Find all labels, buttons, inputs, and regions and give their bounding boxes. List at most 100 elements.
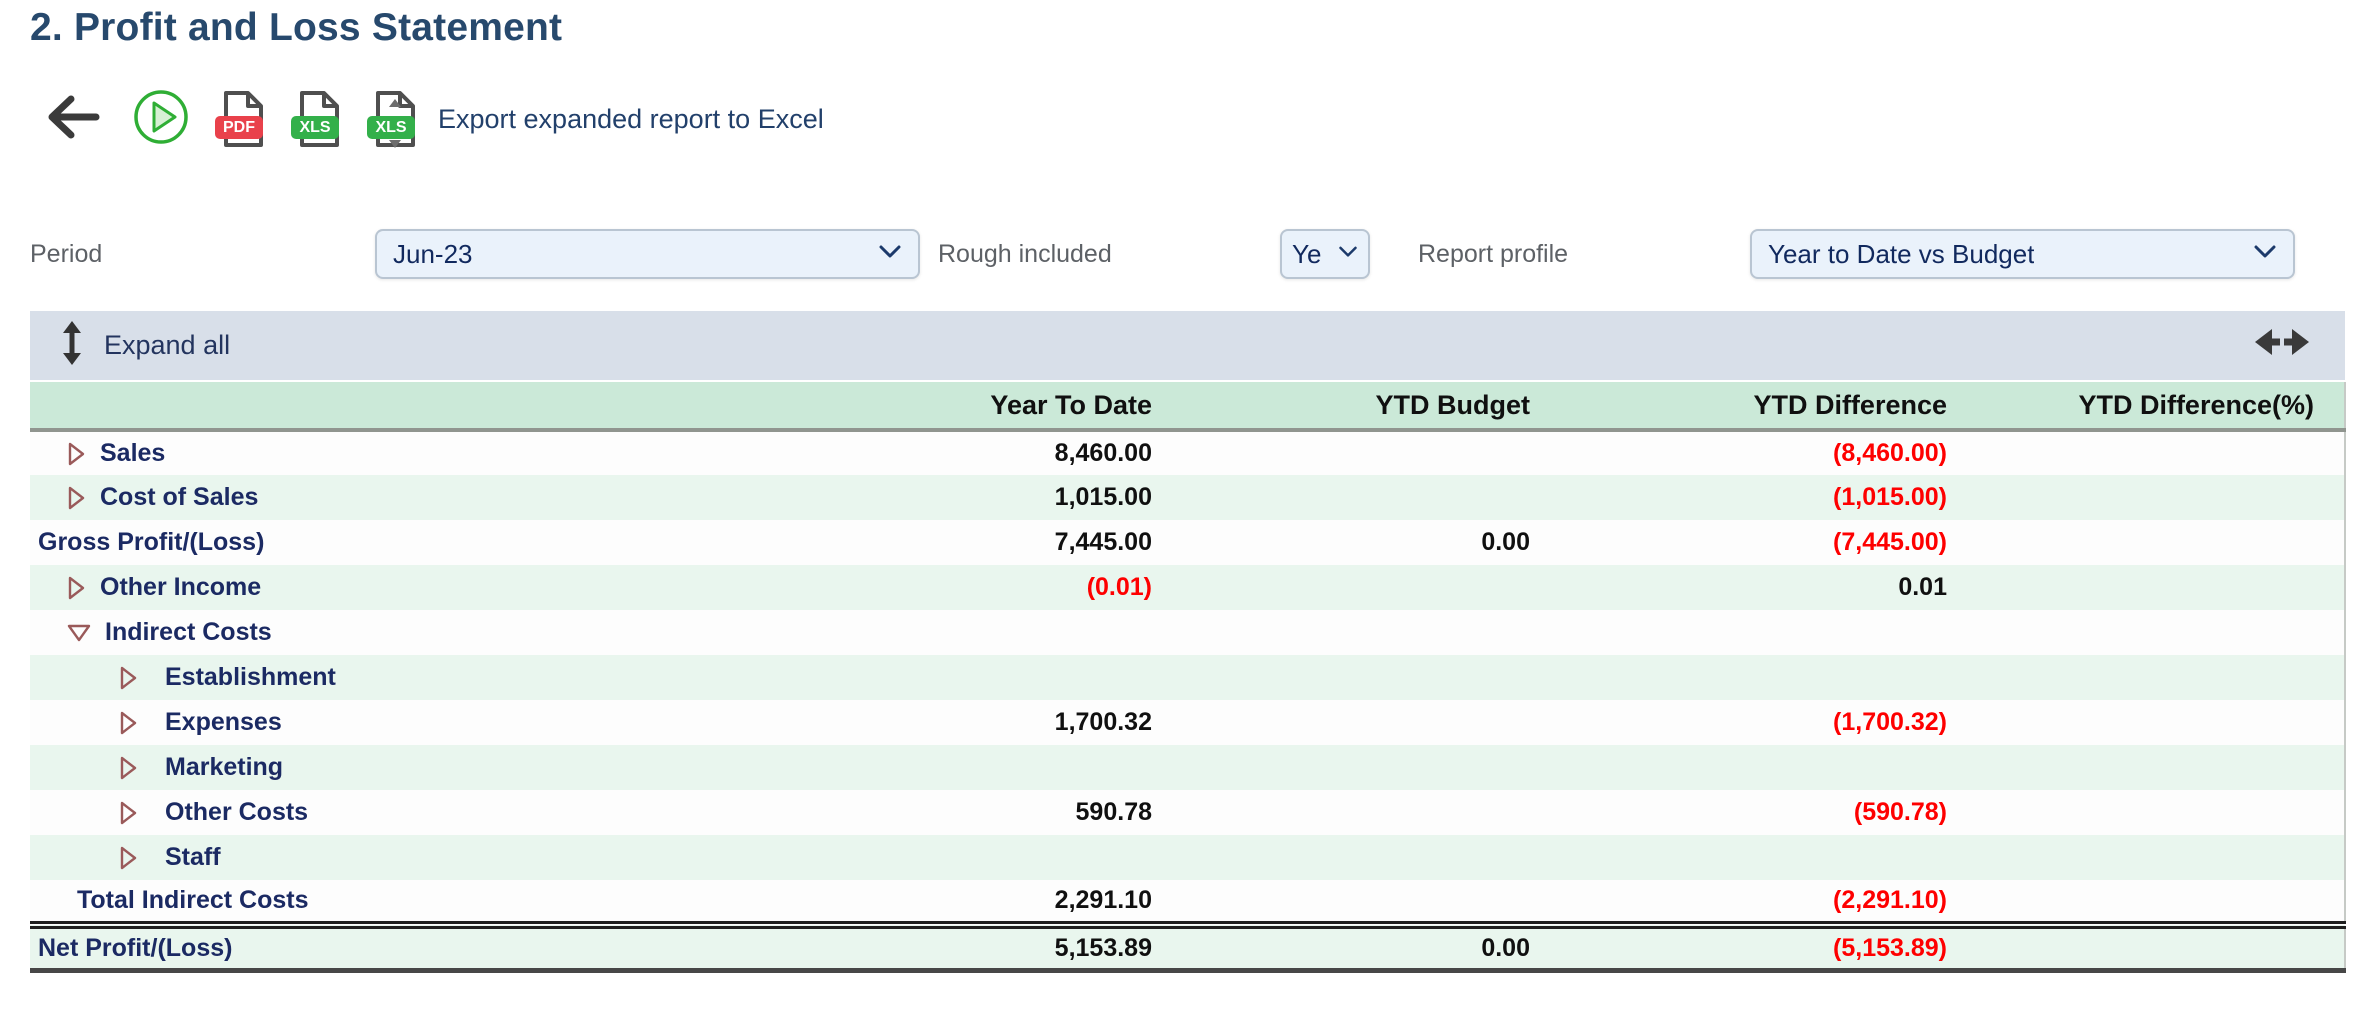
value-cell: 1,700.32	[1054, 708, 1152, 736]
run-report-button[interactable]	[132, 88, 190, 151]
rough-included-select[interactable]: Ye	[1280, 229, 1370, 279]
expand-triangle-icon[interactable]	[118, 755, 139, 781]
row-label: Other Income	[100, 573, 262, 601]
table-row: Expenses 1,700.32 (1,700.32)	[30, 700, 2345, 745]
value-cell	[1152, 835, 1530, 880]
value-cell	[1152, 475, 1530, 520]
horizontal-resize-button[interactable]	[2253, 325, 2311, 364]
value-cell: 0.01	[1898, 573, 1947, 601]
table-row: Total Indirect Costs 2,291.10 (2,291.10)	[30, 880, 2345, 925]
collapse-triangle-icon[interactable]	[66, 622, 92, 643]
value-cell: 5,153.89	[790, 921, 1152, 973]
value-cell: (2,291.10)	[1833, 886, 1947, 914]
table-row: Cost of Sales 1,015.00 (1,015.00)	[30, 475, 2345, 520]
value-cell	[1947, 700, 2345, 745]
pdf-file-icon: PDF	[215, 90, 266, 148]
value-cell	[1152, 880, 1530, 925]
value-cell	[790, 835, 1152, 880]
expand-triangle-icon[interactable]	[118, 665, 139, 691]
chevron-down-icon	[2253, 244, 2277, 265]
value-cell	[1947, 655, 2345, 700]
value-cell	[790, 655, 1152, 700]
table-row: Sales 8,460.00 (8,460.00)	[30, 430, 2345, 475]
rough-included-label: Rough included	[938, 239, 1112, 268]
value-cell	[1530, 745, 1947, 790]
table-control-bar: Expand all	[30, 311, 2345, 380]
table-row: Other Costs 590.78 (590.78)	[30, 790, 2345, 835]
back-arrow-icon	[42, 92, 104, 147]
table-row: Marketing	[30, 745, 2345, 790]
row-label: Total Indirect Costs	[77, 886, 309, 914]
expand-all-button[interactable]: Expand all	[58, 320, 230, 371]
play-icon	[132, 88, 190, 151]
row-label: Cost of Sales	[100, 483, 259, 511]
row-label: Other Costs	[165, 798, 309, 826]
value-cell	[790, 745, 1152, 790]
xls-badge-label: XLS	[291, 116, 339, 139]
table-header-row: Year To Date YTD Budget YTD Difference Y…	[30, 382, 2345, 432]
page-title: 2. Profit and Loss Statement	[30, 6, 563, 49]
export-excel-button[interactable]: XLS	[291, 90, 342, 148]
period-label: Period	[30, 239, 103, 268]
row-label: Expenses	[165, 708, 282, 736]
value-cell: (1,700.32)	[1833, 708, 1947, 736]
value-cell	[1947, 790, 2345, 835]
value-cell: (8,460.00)	[1833, 439, 1947, 467]
value-cell: 7,445.00	[1054, 528, 1152, 556]
value-cell	[1947, 430, 2345, 475]
expand-triangle-icon[interactable]	[66, 441, 87, 467]
row-label: Net Profit/(Loss)	[38, 933, 233, 962]
table-row: Indirect Costs	[30, 610, 2345, 655]
export-expanded-label: Export expanded report to Excel	[438, 103, 824, 134]
chevron-down-icon	[878, 244, 902, 265]
value-cell: 8,460.00	[1054, 439, 1152, 467]
column-header-ytd-difference: YTD Difference	[1530, 382, 1947, 432]
value-cell: 0.00	[1152, 921, 1530, 973]
value-cell	[1152, 790, 1530, 835]
value-cell	[1152, 565, 1530, 610]
xls-file-icon: XLS	[291, 90, 342, 148]
profit-loss-table: Year To Date YTD Budget YTD Difference Y…	[30, 382, 2346, 973]
table-row: Other Income (0.01) 0.01	[30, 565, 2345, 610]
value-cell: 0.00	[1481, 528, 1530, 556]
value-cell	[1152, 745, 1530, 790]
expand-triangle-icon[interactable]	[118, 710, 139, 736]
vertical-expand-icon	[58, 320, 86, 371]
export-pdf-button[interactable]: PDF	[215, 90, 266, 148]
report-toolbar: PDF XLS XLS Export	[42, 88, 824, 150]
row-label: Marketing	[165, 753, 284, 781]
period-select[interactable]: Jun-23	[375, 229, 920, 279]
value-cell	[1530, 655, 1947, 700]
value-cell	[1530, 610, 1947, 655]
value-cell: 590.78	[1075, 798, 1152, 826]
column-header-ytd-difference-pct: YTD Difference(%)	[1947, 382, 2345, 432]
expand-triangle-icon[interactable]	[66, 575, 87, 601]
value-cell: 2,291.10	[1054, 886, 1152, 914]
value-cell: (590.78)	[1853, 798, 1947, 826]
report-table-body: Sales 8,460.00 (8,460.00) Cost of Sales 1,01…	[30, 430, 2345, 973]
value-cell	[1947, 880, 2345, 925]
value-cell	[1947, 921, 2345, 973]
expand-triangle-icon[interactable]	[66, 485, 87, 511]
report-profile-select[interactable]: Year to Date vs Budget	[1750, 229, 2295, 279]
value-cell: (0.01)	[1086, 573, 1152, 601]
chevron-down-icon	[1338, 245, 1358, 264]
expand-triangle-icon[interactable]	[118, 845, 139, 871]
value-cell: (7,445.00)	[1833, 528, 1947, 556]
row-label: Staff	[165, 843, 221, 871]
column-header-blank	[30, 382, 790, 432]
value-cell: (5,153.89)	[1530, 921, 1947, 973]
value-cell	[1947, 520, 2345, 565]
table-row: Gross Profit/(Loss) 7,445.00 0.00 (7,445.00…	[30, 520, 2345, 565]
value-cell	[1947, 565, 2345, 610]
expand-triangle-icon[interactable]	[118, 800, 139, 826]
export-expanded-excel-button[interactable]: XLS	[367, 90, 418, 148]
value-cell	[1947, 745, 2345, 790]
back-button[interactable]	[42, 92, 104, 147]
pdf-badge-label: PDF	[215, 116, 263, 139]
value-cell	[1152, 655, 1530, 700]
row-label: Sales	[100, 439, 166, 467]
value-cell	[1530, 835, 1947, 880]
value-cell	[1152, 610, 1530, 655]
table-row: Net Profit/(Loss) 5,153.89 0.00 (5,153.89)	[30, 921, 2345, 973]
